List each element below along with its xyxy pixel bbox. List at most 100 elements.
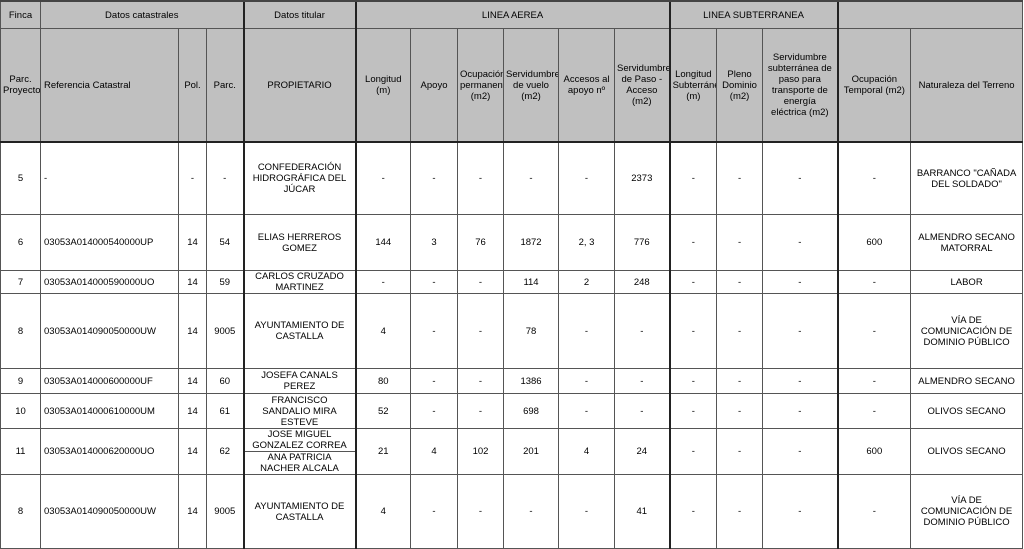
header-group: LINEA AEREA bbox=[354, 0, 671, 29]
long-sub-cell: - bbox=[668, 393, 718, 429]
accesos-cell: 4 bbox=[558, 428, 616, 475]
serv-sub-cell: - bbox=[762, 293, 839, 369]
temporal-cell: - bbox=[836, 293, 912, 369]
header-group: Datos titular bbox=[242, 0, 357, 29]
ocupacion-cell: - bbox=[457, 474, 505, 549]
table-row: 6 03053A014000540000UP 14 54 ELIAS HERREROS … bbox=[0, 214, 1024, 271]
long-sub-cell: - bbox=[668, 214, 718, 271]
header-group bbox=[836, 0, 1024, 29]
vuelo-cell: 78 bbox=[503, 293, 560, 369]
pol-cell: 14 bbox=[178, 474, 207, 549]
serv-sub-cell: - bbox=[762, 368, 839, 394]
parc-cell: 62 bbox=[205, 428, 245, 475]
serv-sub-cell: - bbox=[762, 393, 839, 429]
longitud-cell: 80 bbox=[354, 368, 412, 394]
column-header: Longitud Subterránea (m) bbox=[668, 28, 718, 143]
naturaleza-cell: OLIVOS SECANO bbox=[910, 428, 1024, 475]
naturaleza-cell: ALMENDRO SECANO MATORRAL bbox=[910, 214, 1024, 271]
finca-cell: 8 bbox=[0, 474, 41, 549]
column-header: PROPIETARIO bbox=[242, 28, 357, 143]
parc-cell: 59 bbox=[205, 270, 245, 294]
pol-cell: 14 bbox=[178, 393, 207, 429]
table-row: 9 03053A014000600000UF 14 60 JOSEFA CANALS P… bbox=[0, 368, 1024, 394]
temporal-cell: - bbox=[836, 368, 912, 394]
pol-cell: 14 bbox=[178, 293, 207, 369]
column-header: Parc. Proyecto bbox=[0, 28, 41, 143]
apoyo-cell: 3 bbox=[410, 214, 459, 271]
temporal-cell: - bbox=[836, 270, 912, 294]
vuelo-cell: 698 bbox=[503, 393, 560, 429]
vuelo-cell: 1872 bbox=[503, 214, 560, 271]
column-header: Accesos al apoyo nº bbox=[558, 28, 616, 143]
header-group: Finca bbox=[0, 0, 41, 29]
temporal-cell: 600 bbox=[836, 428, 912, 475]
paso-cell: 24 bbox=[614, 428, 671, 475]
ocupacion-cell: - bbox=[457, 141, 505, 215]
ocupacion-cell: 102 bbox=[457, 428, 505, 475]
header-group: LINEA SUBTERRANEA bbox=[668, 0, 839, 29]
ref-cell: 03053A014090050000UW bbox=[40, 293, 179, 369]
pol-cell: 14 bbox=[178, 368, 207, 394]
table-body: 5- - - CONFEDERACIÓN HIDROGRÁFICA DEL JÚCAR… bbox=[0, 141, 1024, 549]
longitud-cell: 4 bbox=[354, 474, 412, 549]
ocupacion-cell: - bbox=[457, 270, 505, 294]
accesos-cell: 2, 3 bbox=[558, 214, 616, 271]
naturaleza-cell: VÍA DE COMUNICACIÓN DE DOMINIO PÚBLICO bbox=[910, 474, 1024, 549]
owner-cell: ELIAS HERREROS GOMEZ bbox=[242, 214, 357, 271]
parc-cell: 61 bbox=[205, 393, 245, 429]
long-sub-cell: - bbox=[668, 474, 718, 549]
pol-cell: - bbox=[178, 141, 207, 215]
finca-cell: 11 bbox=[0, 428, 41, 475]
pleno-cell: - bbox=[716, 393, 764, 429]
owner-cell: CARLOS CRUZADO MARTINEZ bbox=[242, 270, 357, 294]
longitud-cell: 144 bbox=[354, 214, 412, 271]
column-header: Ocupación permanente (m2) bbox=[457, 28, 505, 143]
vuelo-cell: 114 bbox=[503, 270, 560, 294]
owner-cell: AYUNTAMIENTO DE CASTALLA bbox=[242, 293, 357, 369]
finca-cell: 8 bbox=[0, 293, 41, 369]
serv-sub-cell: - bbox=[762, 214, 839, 271]
pleno-cell: - bbox=[716, 428, 764, 475]
parc-cell: 54 bbox=[205, 214, 245, 271]
header-column-row: Parc. Proyecto Referencia Catastral Pol. Pa… bbox=[0, 28, 1024, 143]
ref-cell: 03053A014000590000UO bbox=[40, 270, 179, 294]
parc-cell: - bbox=[205, 141, 245, 215]
long-sub-cell: - bbox=[668, 428, 718, 475]
column-header: Longitud (m) bbox=[354, 28, 412, 143]
long-sub-cell: - bbox=[668, 141, 718, 215]
apoyo-cell: - bbox=[410, 474, 459, 549]
pol-cell: 14 bbox=[178, 428, 207, 475]
column-header: Parc. bbox=[205, 28, 245, 143]
owner-cell: FRANCISCO SANDALIO MIRA ESTEVE bbox=[242, 393, 357, 429]
table-subrow: ANA PATRICIA NACHER ALCALA bbox=[1, 451, 1023, 475]
ref-cell: - bbox=[40, 141, 179, 215]
finca-cell: 6 bbox=[0, 214, 41, 271]
pleno-cell: - bbox=[716, 270, 764, 294]
vuelo-cell: - bbox=[503, 141, 560, 215]
column-header: Apoyo bbox=[410, 28, 459, 143]
column-header: Pol. bbox=[178, 28, 207, 143]
ref-cell: 03053A014000600000UF bbox=[40, 368, 179, 394]
accesos-cell: - bbox=[558, 141, 616, 215]
pleno-cell: - bbox=[716, 474, 764, 549]
owner-cell: ANA PATRICIA NACHER ALCALA bbox=[242, 451, 357, 475]
owner-cell: AYUNTAMIENTO DE CASTALLA bbox=[242, 474, 357, 549]
table-row: 7 03053A014000590000UO 14 59 CARLOS CRUZADO … bbox=[0, 270, 1024, 294]
naturaleza-cell: OLIVOS SECANO bbox=[910, 393, 1024, 429]
longitud-cell: - bbox=[354, 141, 412, 215]
apoyo-cell: - bbox=[410, 393, 459, 429]
longitud-cell: 52 bbox=[354, 393, 412, 429]
apoyo-cell: - bbox=[410, 141, 459, 215]
ocupacion-cell: - bbox=[457, 393, 505, 429]
paso-cell: - bbox=[614, 393, 671, 429]
paso-cell: 776 bbox=[614, 214, 671, 271]
parc-cell: 9005 bbox=[205, 293, 245, 369]
owner-cell: JOSE MIGUEL GONZALEZ CORREA bbox=[242, 428, 357, 452]
column-header: Servidumbre de vuelo (m2) bbox=[503, 28, 560, 143]
apoyo-cell: 4 bbox=[410, 428, 459, 475]
ref-cell: 03053A014000620000UO bbox=[40, 428, 179, 475]
owner-cell: CONFEDERACIÓN HIDROGRÁFICA DEL JÚCAR bbox=[242, 141, 357, 215]
pleno-cell: - bbox=[716, 293, 764, 369]
naturaleza-cell: LABOR bbox=[910, 270, 1024, 294]
